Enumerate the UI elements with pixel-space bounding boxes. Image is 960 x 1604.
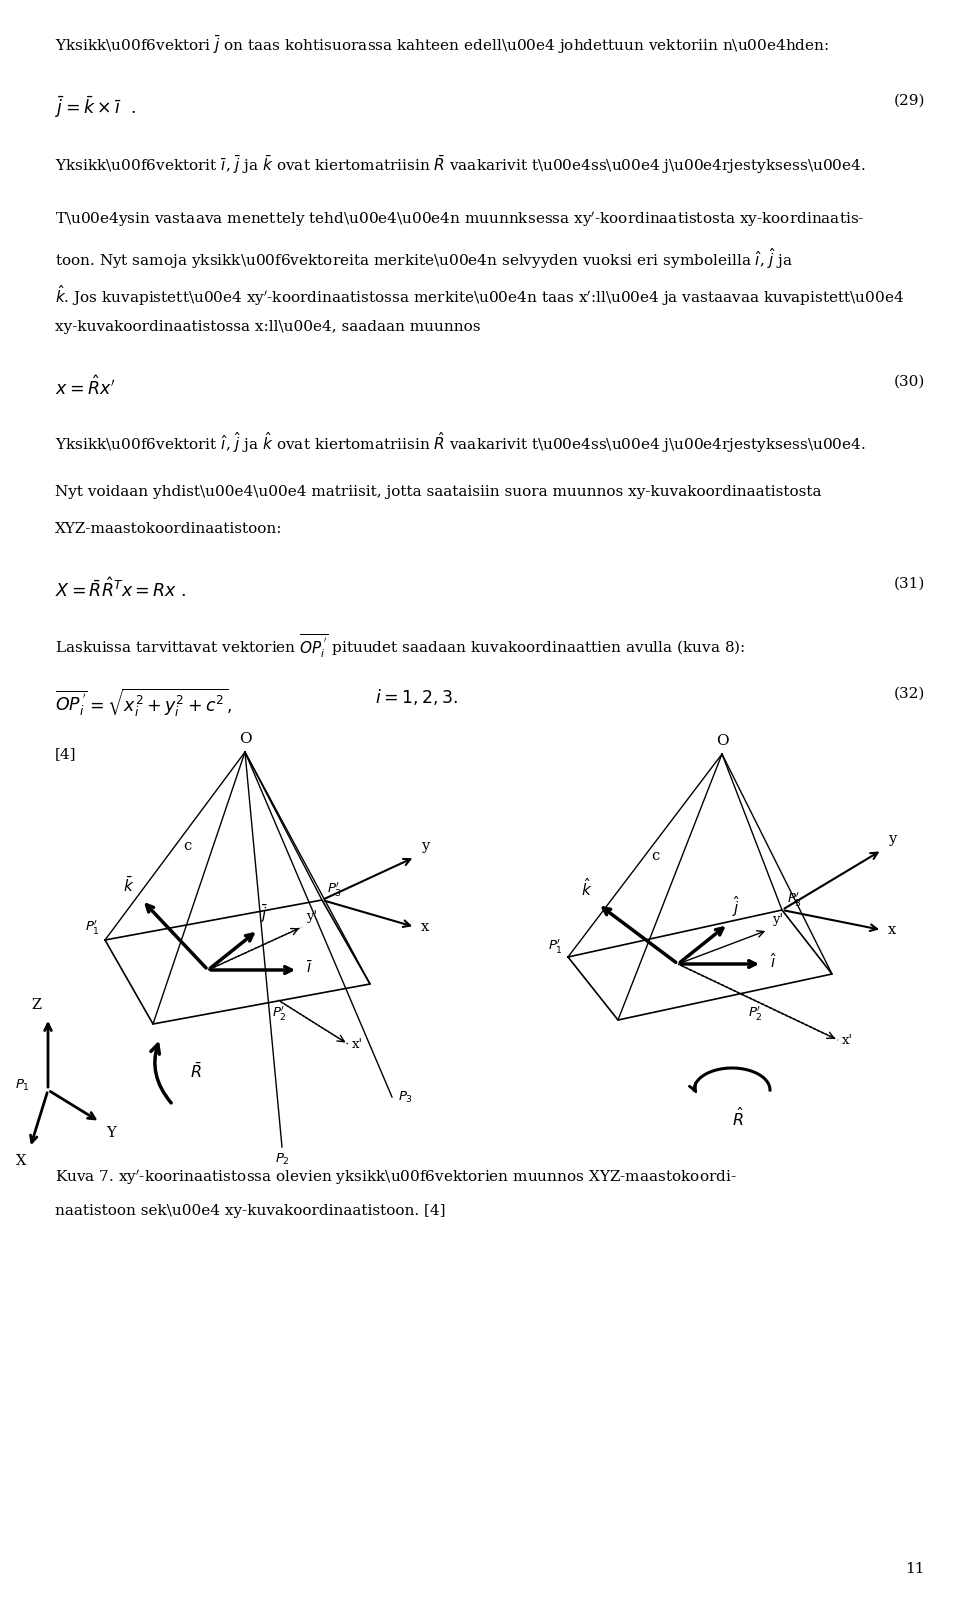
Text: $\hat{R}$: $\hat{R}$ xyxy=(732,1108,744,1129)
Text: O: O xyxy=(239,731,252,746)
Text: $X = \bar{R}\hat{R}^T x = Rx$ .: $X = \bar{R}\hat{R}^T x = Rx$ . xyxy=(55,577,186,600)
Text: $P_1'$: $P_1'$ xyxy=(548,937,563,954)
Text: Yksikk\u00f6vektori $\bar{j}$ on taas kohtisuorassa kahteen edell\u00e4 johdettu: Yksikk\u00f6vektori $\bar{j}$ on taas ko… xyxy=(55,34,829,56)
Text: $\bar{R}$: $\bar{R}$ xyxy=(190,1062,202,1081)
Text: c: c xyxy=(183,839,191,853)
Text: x': x' xyxy=(352,1038,363,1051)
Text: c: c xyxy=(651,849,660,863)
FancyArrowPatch shape xyxy=(151,1044,171,1104)
Text: $\bar{\imath}$: $\bar{\imath}$ xyxy=(306,959,313,977)
Text: y': y' xyxy=(772,913,783,926)
Text: $\hat{k}$. Jos kuvapistett\u00e4 xy$'$-koordinaatistossa merkite\u00e4n taas x$': $\hat{k}$. Jos kuvapistett\u00e4 xy$'$-k… xyxy=(55,282,904,308)
Text: Yksikk\u00f6vektorit $\hat{\imath}$, $\hat{j}$ ja $\hat{k}$ ovat kiertomatriisin: Yksikk\u00f6vektorit $\hat{\imath}$, $\h… xyxy=(55,430,866,456)
Text: Kuva 7. xy$'$-koorinaatistossa olevien yksikk\u00f6vektorien muunnos XYZ-maastok: Kuva 7. xy$'$-koorinaatistossa olevien y… xyxy=(55,1168,736,1187)
Text: $P_3'$: $P_3'$ xyxy=(327,881,342,898)
Text: $P_2'$: $P_2'$ xyxy=(748,1004,763,1022)
Text: xy-kuvakoordinaatistossa x:ll\u00e4, saadaan muunnos: xy-kuvakoordinaatistossa x:ll\u00e4, saa… xyxy=(55,321,481,334)
Text: Yksikk\u00f6vektorit $\bar{\imath}$, $\bar{j}$ ja $\bar{k}$ ovat kiertomatriisin: Yksikk\u00f6vektorit $\bar{\imath}$, $\b… xyxy=(55,154,866,176)
Text: Laskuissa tarvittavat vektorien $\overline{OP_i^{\,'}}$ pituudet saadaan kuvakoo: Laskuissa tarvittavat vektorien $\overli… xyxy=(55,632,746,659)
Text: T\u00e4ysin vastaava menettely tehd\u00e4\u00e4n muunnksessa xy$'$-koordinaatist: T\u00e4ysin vastaava menettely tehd\u00e… xyxy=(55,209,864,229)
Text: $\hat{j}$: $\hat{j}$ xyxy=(732,893,740,919)
Text: x: x xyxy=(421,921,429,934)
Text: $P_1'$: $P_1'$ xyxy=(85,917,100,937)
Text: $\bar{j}$: $\bar{j}$ xyxy=(260,903,268,926)
Text: y: y xyxy=(421,839,429,853)
Text: (31): (31) xyxy=(894,577,925,590)
Text: $i = 1, 2, 3.$: $i = 1, 2, 3.$ xyxy=(375,687,458,707)
Text: $x = \hat{R}x'$: $x = \hat{R}x'$ xyxy=(55,375,115,399)
Text: (32): (32) xyxy=(894,687,925,701)
Text: naatistoon sek\u00e4 xy-kuvakoordinaatistoon. [4]: naatistoon sek\u00e4 xy-kuvakoordinaatis… xyxy=(55,1205,445,1217)
Text: Z: Z xyxy=(32,998,42,1012)
Text: $\hat{k}$: $\hat{k}$ xyxy=(581,877,592,898)
Text: $\hat{\imath}$: $\hat{\imath}$ xyxy=(770,953,777,972)
Text: y': y' xyxy=(306,909,317,922)
Text: (29): (29) xyxy=(894,95,925,107)
Text: $P_2'$: $P_2'$ xyxy=(272,1004,287,1022)
Text: X: X xyxy=(15,1153,26,1168)
Text: x': x' xyxy=(842,1033,853,1046)
Text: Y: Y xyxy=(106,1126,116,1140)
Text: O: O xyxy=(716,735,729,747)
Text: (30): (30) xyxy=(894,375,925,390)
Text: $\bar{k}$: $\bar{k}$ xyxy=(123,876,134,895)
Text: 11: 11 xyxy=(905,1562,925,1577)
Text: x: x xyxy=(888,922,897,937)
Text: $P_3$: $P_3$ xyxy=(398,1089,413,1105)
Text: $\bar{j} = \bar{k} \times \bar{\imath}$  .: $\bar{j} = \bar{k} \times \bar{\imath}$ … xyxy=(55,95,136,120)
Text: $P_1$: $P_1$ xyxy=(15,1078,30,1092)
Text: $P_3'$: $P_3'$ xyxy=(787,890,803,908)
Text: $P_2$: $P_2$ xyxy=(275,1152,290,1168)
Text: XYZ-maastokoordinaatistoon:: XYZ-maastokoordinaatistoon: xyxy=(55,521,282,536)
Text: Nyt voidaan yhdist\u00e4\u00e4 matriisit, jotta saataisiin suora muunnos xy-kuva: Nyt voidaan yhdist\u00e4\u00e4 matriisit… xyxy=(55,484,822,499)
Text: toon. Nyt samoja yksikk\u00f6vektoreita merkite\u00e4n selvyyden vuoksi eri symb: toon. Nyt samoja yksikk\u00f6vektoreita … xyxy=(55,245,793,271)
Text: y: y xyxy=(888,832,897,845)
Text: [4]: [4] xyxy=(55,747,77,760)
Text: $\overline{OP_i^{\,'}} = \sqrt{x_i^2 + y_i^2 + c^2},$: $\overline{OP_i^{\,'}} = \sqrt{x_i^2 + y… xyxy=(55,687,231,719)
